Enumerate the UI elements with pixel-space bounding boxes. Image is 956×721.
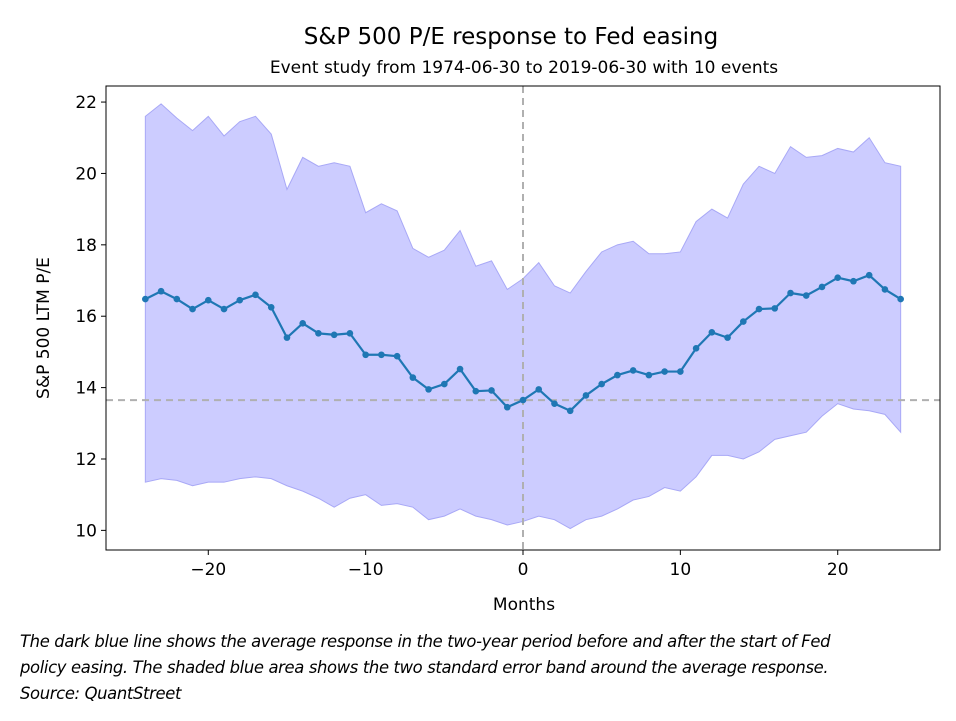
data-point <box>472 387 480 395</box>
data-point <box>441 380 448 388</box>
chart-subtitle: Event study from 1974-06-30 to 2019-06-3… <box>270 58 778 78</box>
data-point <box>393 352 401 360</box>
data-point <box>614 371 621 379</box>
y-tick-label: 18 <box>75 236 97 256</box>
y-axis-label: S&P 500 LTM P/E <box>34 257 54 399</box>
data-point <box>157 287 165 295</box>
data-point <box>787 289 794 297</box>
data-point <box>252 291 259 299</box>
data-point <box>881 286 889 293</box>
x-axis-ticks: −20 −10 0 10 20 <box>190 550 849 580</box>
data-point <box>378 351 385 359</box>
chart-title: S&P 500 P/E response to Fed easing <box>304 24 718 50</box>
data-point <box>189 305 196 313</box>
chart-caption: The dark blue line shows the average res… <box>20 629 945 707</box>
data-point <box>503 403 511 411</box>
data-points <box>142 271 904 415</box>
data-point <box>283 334 291 341</box>
data-point <box>425 386 432 393</box>
data-point <box>771 305 779 312</box>
data-point <box>299 320 306 327</box>
data-point <box>692 345 700 352</box>
y-axis-ticks: 10 12 14 16 18 20 22 <box>75 93 106 541</box>
data-point <box>519 396 527 404</box>
data-point <box>142 295 149 303</box>
x-tick-label: −20 <box>190 560 226 580</box>
y-tick-label: 14 <box>75 379 97 399</box>
data-point <box>629 367 637 374</box>
data-point <box>708 328 716 336</box>
data-point <box>409 374 417 381</box>
data-point <box>740 318 747 325</box>
chart: S&P 500 P/E response to Fed easing Event… <box>34 24 941 615</box>
x-tick-label: −10 <box>348 560 384 580</box>
data-point <box>661 368 668 375</box>
data-point <box>897 295 904 303</box>
data-point <box>566 407 574 415</box>
data-point <box>724 334 731 341</box>
caption-line-2: policy easing. The shaded blue area show… <box>20 658 829 677</box>
data-point <box>834 274 842 281</box>
caption-line-3: Source: QuantStreet <box>20 684 182 703</box>
plot-area <box>106 86 940 550</box>
x-tick-label: 0 <box>518 560 529 580</box>
data-point <box>315 330 322 337</box>
data-point <box>456 365 464 373</box>
x-axis-label: Months <box>493 595 555 615</box>
data-point <box>267 303 275 311</box>
data-point <box>677 368 684 375</box>
y-tick-label: 16 <box>75 307 97 327</box>
data-point <box>488 387 495 394</box>
data-point <box>330 331 338 339</box>
data-point <box>236 296 244 304</box>
data-point <box>598 380 605 388</box>
data-point <box>850 277 857 285</box>
y-tick-label: 22 <box>75 93 97 113</box>
caption-line-1: The dark blue line shows the average res… <box>20 632 831 651</box>
data-point <box>551 400 558 407</box>
data-point <box>362 351 369 359</box>
x-tick-label: 10 <box>670 560 692 580</box>
data-point <box>755 305 763 313</box>
data-point <box>220 305 228 313</box>
data-point <box>204 296 212 304</box>
data-point <box>802 292 810 299</box>
data-point <box>818 283 826 291</box>
x-tick-label: 20 <box>827 560 849 580</box>
y-tick-label: 10 <box>75 521 97 541</box>
y-tick-label: 20 <box>75 164 97 184</box>
data-point <box>582 392 590 399</box>
data-point <box>645 371 653 379</box>
data-point <box>173 295 181 303</box>
data-point <box>865 271 873 279</box>
data-point <box>535 386 543 393</box>
y-tick-label: 12 <box>75 450 97 470</box>
data-point <box>346 330 354 337</box>
